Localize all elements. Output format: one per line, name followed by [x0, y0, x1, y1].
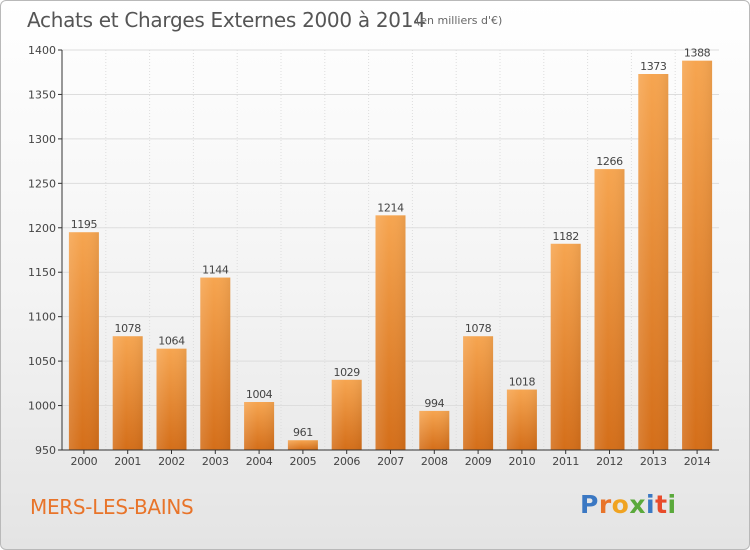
chart-title: Achats et Charges Externes 2000 à 2014: [27, 8, 426, 32]
bar-shine: [68, 232, 99, 450]
x-tick-label: 2011: [552, 455, 579, 468]
x-tick-label: 2007: [377, 455, 404, 468]
value-label: 1373: [640, 60, 667, 73]
value-label: 1029: [333, 366, 360, 379]
labels: 950 1000 1050 1100 1150 1200 1250 1300 1350 1400 1…: [28, 44, 711, 468]
bar-shine: [287, 440, 318, 450]
x-tick-label: 2014: [684, 455, 711, 468]
logo-letter: t: [655, 490, 668, 519]
x-tick-label: 2008: [421, 455, 448, 468]
x-tick-label: 2001: [114, 455, 141, 468]
value-label: 1078: [465, 322, 492, 335]
bar-shine: [156, 348, 187, 450]
logo-letter: P: [580, 490, 599, 519]
y-tick-label: 1400: [28, 44, 56, 57]
value-label: 1266: [596, 155, 623, 168]
x-tick-label: 2010: [509, 455, 536, 468]
value-label: 1214: [377, 201, 404, 214]
x-tick-label: 2013: [640, 455, 667, 468]
y-tick-label: 1350: [28, 88, 56, 101]
x-tick-label: 2003: [202, 455, 229, 468]
bars: [68, 60, 713, 451]
x-tick-label: 2004: [246, 455, 273, 468]
commune-name: MERS-LES-BAINS: [30, 495, 194, 519]
bar-shine: [506, 389, 537, 450]
x-tick-label: 2005: [290, 455, 317, 468]
bar-shine: [375, 215, 406, 450]
x-tick-label: 2000: [71, 455, 98, 468]
bar-shine: [550, 243, 581, 450]
proxiti-logo: Proxiti: [580, 490, 677, 519]
value-label: 1004: [246, 388, 273, 401]
bar-shine: [419, 410, 450, 450]
bar-shine: [331, 379, 362, 450]
logo-letter: r: [598, 490, 612, 519]
bar-shine: [244, 402, 275, 450]
y-tick-label: 1050: [28, 355, 56, 368]
chart-subtitle: (en milliers d'€): [416, 14, 503, 27]
value-label: 961: [293, 426, 313, 439]
value-label: 1182: [552, 230, 578, 243]
value-label: 994: [424, 397, 444, 410]
logo-letter: x: [629, 490, 646, 519]
x-tick-label: 2006: [333, 455, 360, 468]
bar-shine: [638, 74, 669, 450]
x-tick-label: 2012: [596, 455, 623, 468]
logo-letter: i: [646, 490, 656, 519]
value-label: 1388: [684, 47, 711, 60]
x-tick-label: 2009: [465, 455, 492, 468]
bar-shine: [200, 277, 231, 450]
y-tick-label: 1150: [28, 266, 56, 279]
value-label: 1195: [71, 218, 98, 231]
y-tick-label: 1100: [28, 311, 56, 324]
logo-letter: o: [611, 490, 630, 519]
y-tick-label: 1000: [28, 400, 56, 413]
y-tick-label: 1250: [28, 177, 56, 190]
x-tick-label: 2002: [158, 455, 185, 468]
bar-shine: [682, 60, 713, 451]
bar-shine: [463, 336, 494, 450]
bar-shine: [594, 169, 625, 450]
value-label: 1064: [158, 335, 185, 348]
y-tick-label: 1200: [28, 222, 56, 235]
value-label: 1144: [202, 264, 229, 277]
value-label: 1018: [509, 376, 536, 389]
axes: [58, 49, 719, 454]
y-tick-label: 1300: [28, 133, 56, 146]
logo-letter: i: [667, 490, 677, 519]
y-tick-label: 950: [35, 444, 56, 457]
value-label: 1078: [114, 322, 141, 335]
bar-shine: [112, 336, 143, 450]
